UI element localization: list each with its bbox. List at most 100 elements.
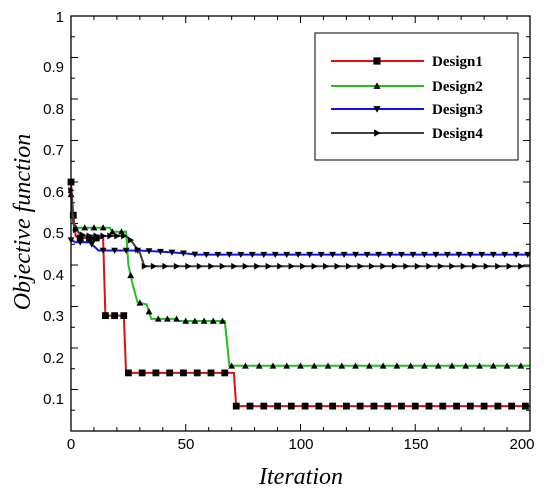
data-point-marker	[114, 232, 121, 240]
series-line	[70, 194, 530, 367]
data-point-marker	[437, 262, 444, 270]
data-point-marker	[503, 362, 511, 369]
data-point-marker	[518, 262, 525, 270]
y-tick-label: 0.4	[43, 267, 64, 284]
data-point-marker	[512, 251, 520, 259]
y-axis-title: Objective function	[10, 134, 36, 311]
data-point-marker	[237, 251, 245, 259]
data-point-marker	[154, 315, 162, 322]
data-point-marker	[173, 262, 180, 270]
data-point-marker	[334, 262, 341, 270]
data-point-marker	[118, 228, 125, 235]
data-point-marker	[242, 362, 249, 369]
data-point-marker	[453, 402, 460, 410]
series-design3	[67, 237, 532, 259]
y-tick-label: 0.1	[43, 391, 64, 408]
legend-label-design3: Design3	[432, 102, 483, 118]
data-point-marker	[232, 402, 240, 410]
data-point-marker	[489, 251, 497, 259]
legend-box	[314, 32, 519, 161]
data-point-marker	[517, 362, 525, 369]
legend-sample-marker	[374, 129, 381, 137]
data-point-marker	[315, 402, 323, 410]
data-point-marker	[324, 362, 332, 369]
data-point-marker	[506, 262, 513, 270]
data-point-marker	[72, 226, 79, 234]
data-point-marker	[483, 262, 490, 270]
data-point-marker	[403, 262, 410, 270]
legend-sample-marker	[373, 106, 381, 113]
data-point-marker	[191, 317, 199, 324]
data-point-marker	[85, 234, 93, 242]
data-point-marker	[294, 251, 302, 259]
data-point-marker	[460, 262, 467, 270]
data-point-marker	[277, 262, 284, 270]
series-line	[70, 239, 530, 256]
data-point-marker	[489, 362, 497, 369]
y-tick-label: 0.7	[43, 142, 64, 159]
data-point-marker	[255, 362, 263, 369]
data-point-marker	[357, 262, 364, 270]
data-point-marker	[121, 232, 128, 240]
data-point-marker	[310, 362, 318, 369]
data-point-marker	[448, 362, 456, 369]
data-point-marker	[219, 262, 226, 270]
y-tick-labels: 0.1 0.2 0.3 0.4 0.5 0.6 0.7 0.8 0.9 1	[43, 9, 64, 408]
data-point-marker	[329, 251, 337, 259]
data-point-marker	[495, 262, 502, 270]
data-point-marker	[90, 224, 98, 231]
data-point-marker	[138, 369, 146, 377]
data-point-marker	[414, 262, 421, 270]
data-point-marker	[421, 251, 428, 259]
x-tick-label: 100	[288, 436, 313, 453]
data-point-marker	[287, 402, 295, 410]
data-point-marker	[283, 362, 291, 369]
data-point-marker	[300, 262, 307, 270]
data-point-marker	[207, 369, 215, 377]
data-point-marker	[462, 362, 470, 369]
legend-samples	[331, 57, 424, 137]
data-point-marker	[141, 262, 148, 270]
data-point-marker	[221, 369, 229, 377]
data-point-marker	[288, 262, 295, 270]
y-tick-label: 0.8	[43, 101, 64, 118]
data-point-marker	[370, 402, 378, 410]
y-tick-label: 0.3	[43, 308, 64, 325]
data-point-marker	[150, 262, 158, 270]
data-point-marker	[145, 248, 153, 255]
data-point-marker	[480, 402, 488, 410]
data-point-marker	[269, 362, 277, 369]
data-point-marker	[455, 251, 463, 259]
data-point-marker	[120, 312, 128, 320]
y-tick-label: 0.5	[43, 225, 64, 242]
data-point-marker	[260, 402, 268, 410]
x-axis-title: Iteration	[258, 464, 343, 490]
data-point-marker	[380, 262, 387, 270]
data-point-marker	[127, 271, 135, 279]
data-point-marker	[439, 402, 447, 410]
data-point-marker	[208, 262, 215, 270]
data-point-marker	[494, 402, 502, 410]
data-point-marker	[283, 251, 291, 259]
series-design1	[67, 178, 530, 410]
data-point-marker	[173, 315, 180, 322]
data-point-marker	[409, 251, 417, 259]
data-point-marker	[100, 232, 107, 240]
data-point-marker	[180, 369, 187, 377]
legend-label-design4: Design4	[432, 126, 483, 142]
legend-label-design2: Design2	[432, 79, 483, 95]
legend-label-design1: Design1	[432, 54, 483, 70]
data-point-marker	[306, 251, 314, 259]
data-point-marker	[260, 251, 268, 259]
data-point-marker	[88, 241, 96, 248]
data-point-marker	[352, 251, 359, 259]
x-tick-label: 200	[509, 436, 534, 453]
data-point-marker	[426, 262, 433, 270]
data-point-marker	[421, 362, 428, 369]
data-point-marker	[196, 262, 203, 270]
data-point-marker	[99, 247, 107, 254]
data-point-marker	[398, 402, 405, 410]
data-point-marker	[352, 362, 359, 369]
data-point-marker	[145, 308, 153, 315]
data-point-marker	[343, 402, 350, 410]
